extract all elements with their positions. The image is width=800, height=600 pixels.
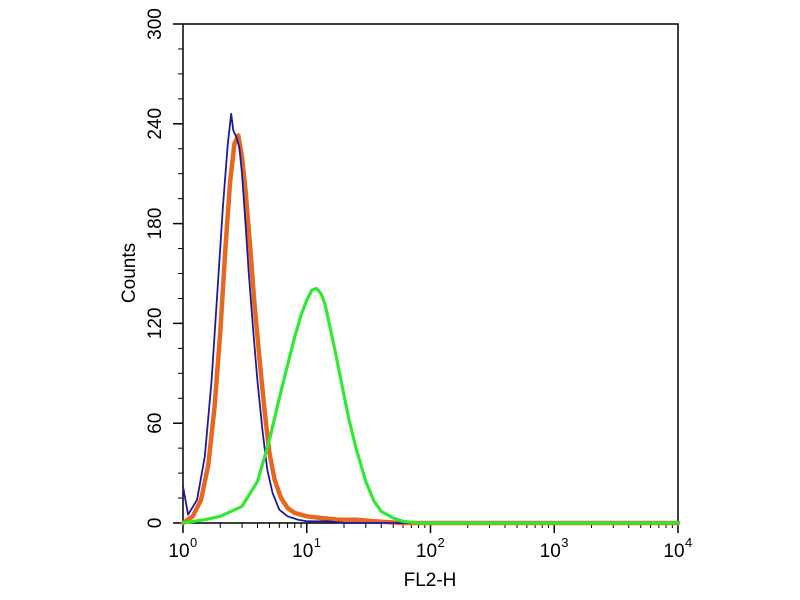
x-tick-label: 10 bbox=[540, 541, 561, 562]
x-tick-exponent: 1 bbox=[314, 535, 321, 550]
plot-frame bbox=[182, 23, 679, 524]
y-tick-label: 60 bbox=[145, 413, 166, 434]
x-tick-label: 10 bbox=[416, 541, 437, 562]
series-line-3 bbox=[181, 286, 680, 525]
y-tick-label: 180 bbox=[145, 208, 166, 240]
x-tick-labels: 10 0 10 1 10 2 10 3 10 4 bbox=[168, 535, 692, 562]
y-tick-labels: 0 60 120 180 240 300 bbox=[145, 8, 166, 528]
x-tick-label: 10 bbox=[168, 541, 189, 562]
x-tick-exponent: 3 bbox=[561, 535, 568, 550]
series-line-1 bbox=[182, 112, 679, 524]
x-tick-label: 10 bbox=[292, 541, 313, 562]
y-tick-label: 300 bbox=[145, 8, 166, 40]
series-line-2 bbox=[180, 133, 681, 526]
x-minor-ticks bbox=[219, 523, 673, 528]
series-group bbox=[180, 112, 681, 526]
y-minor-ticks bbox=[178, 23, 183, 524]
x-tick-exponent: 4 bbox=[685, 535, 692, 550]
x-axis-label: FL2-H bbox=[404, 570, 457, 591]
x-tick-exponent: 2 bbox=[438, 535, 445, 550]
y-axis-label: Counts bbox=[119, 243, 140, 303]
y-tick-label: 120 bbox=[145, 308, 166, 340]
x-tick-label: 10 bbox=[663, 541, 684, 562]
x-tick-exponent: 0 bbox=[190, 535, 197, 550]
y-tick-label: 240 bbox=[145, 108, 166, 140]
y-tick-label: 0 bbox=[145, 518, 166, 529]
